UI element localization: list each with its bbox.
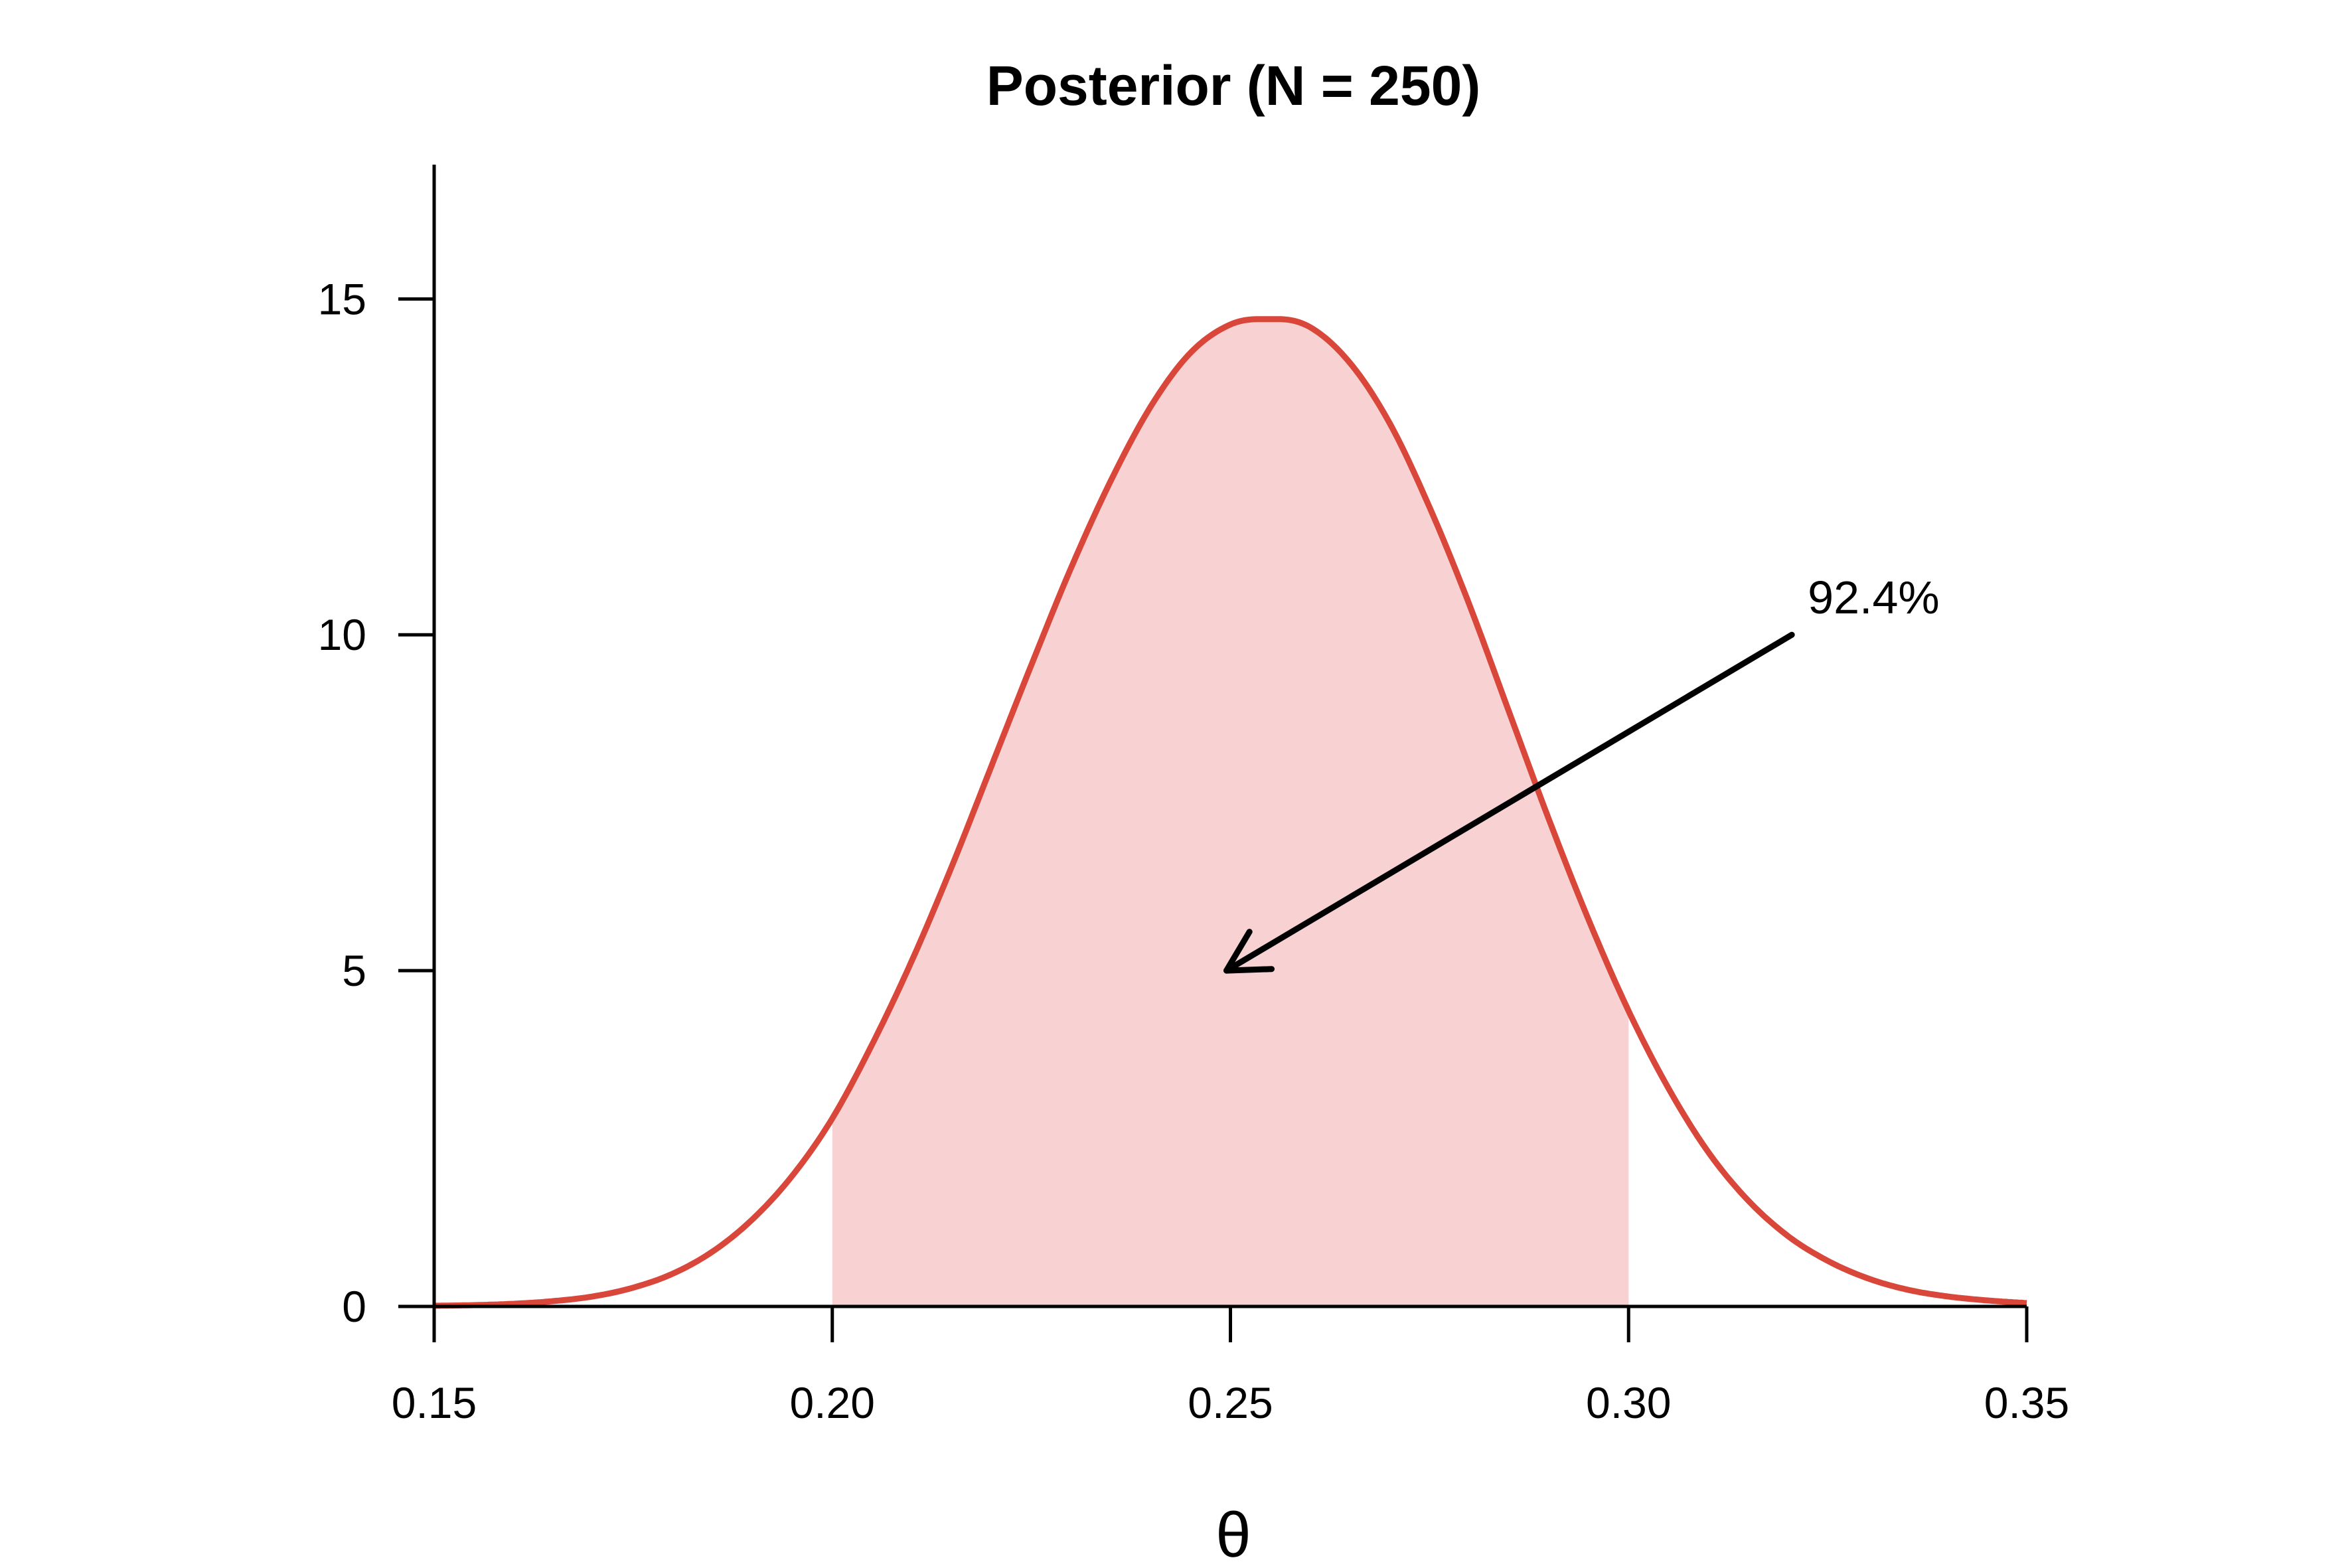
annotations: 92.4% [1223,572,1940,974]
annotation-arrow-shaft [1223,631,1795,974]
y-tick-label: 0 [342,1282,366,1331]
plot-area [433,316,2027,1309]
y-tick-label: 15 [318,274,366,323]
x-tick-label: 0.30 [1586,1378,1671,1427]
y-axis-ticks: 0 5 10 15 [318,274,434,1331]
shaded-interval [832,319,1629,1307]
chart-title: Posterior (N = 250) [986,54,1481,117]
annotation-label: 92.4% [1808,572,1939,623]
x-tick-label: 0.15 [392,1378,477,1427]
y-tick-label: 10 [318,610,366,659]
x-tick-label: 0.35 [1984,1378,2069,1427]
x-axis-title: θ [1215,1500,1251,1568]
annotation-arrow-head [1223,929,1275,974]
x-axis-ticks: 0.15 0.20 0.25 0.30 0.35 [392,1306,2069,1427]
x-tick-label: 0.20 [790,1378,875,1427]
y-tick-label: 5 [342,946,366,995]
x-tick-label: 0.25 [1188,1378,1273,1427]
density-curve [433,316,2027,1309]
